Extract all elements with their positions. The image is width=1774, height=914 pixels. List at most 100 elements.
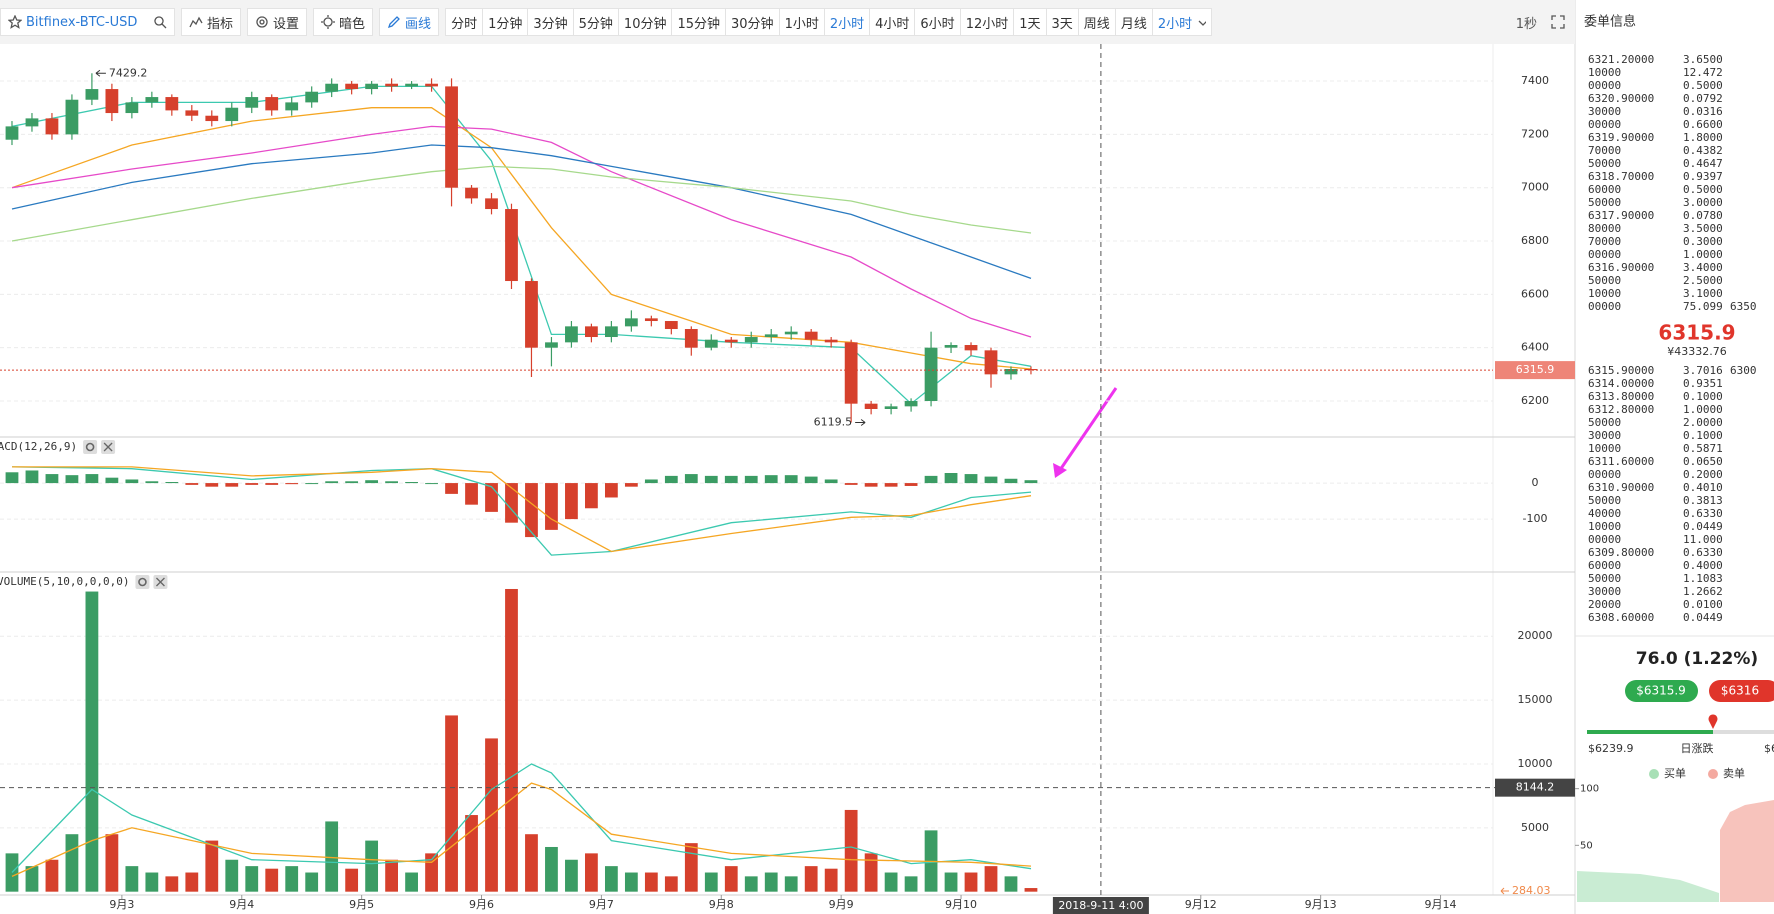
period-button[interactable]: 10分钟 — [618, 8, 673, 36]
volume-bar — [245, 866, 259, 892]
macd-bar — [385, 481, 399, 484]
bids-amount: 0.6330 — [1683, 546, 1723, 559]
high-label: 7429.2 — [109, 66, 147, 79]
macd-bar — [984, 476, 998, 484]
asks-price: 50000 — [1588, 274, 1621, 287]
candle-body — [305, 91, 319, 103]
macd-bar — [604, 483, 618, 498]
x-tick-label: 9月9 — [829, 898, 854, 911]
macd-bar — [624, 483, 638, 487]
icon[interactable] — [1551, 15, 1565, 29]
symbol-button[interactable]: Bitfinex-BTC-USD — [0, 8, 175, 36]
asks-price: 10000 — [1588, 66, 1621, 79]
settings-icon — [85, 442, 95, 452]
indicator-line — [11, 782, 1032, 877]
candle-body — [285, 102, 299, 111]
last-volume-arrow — [1500, 887, 1509, 895]
bids-amount: 0.1000 — [1683, 429, 1723, 442]
asks-price: 6319.90000 — [1588, 131, 1654, 144]
tool-button[interactable]: 指标 — [181, 8, 242, 36]
asks-amount: 0.0316 — [1683, 105, 1723, 118]
settings-button[interactable] — [135, 575, 150, 589]
period-button[interactable]: 30分钟 — [726, 8, 780, 36]
macd-bar — [405, 482, 418, 484]
x-tick-label: 9月12 — [1185, 898, 1217, 911]
bids-price: 60000 — [1588, 559, 1621, 572]
candle-body — [884, 406, 898, 410]
macd-bar — [325, 481, 339, 484]
asks-amount: 1.8000 — [1683, 131, 1723, 144]
bids-price: 40000 — [1588, 507, 1621, 520]
speed-label[interactable]: 1秒 — [1516, 13, 1537, 32]
volume-bar — [864, 853, 878, 892]
candle-body — [5, 126, 19, 140]
period-button[interactable]: 3天 — [1046, 8, 1079, 36]
period-button[interactable]: 1天 — [1014, 8, 1047, 36]
volume-bar — [25, 866, 39, 892]
x-tick-label: 9月8 — [709, 898, 734, 911]
period-button[interactable]: 3分钟 — [528, 8, 574, 36]
volume-bar — [545, 846, 558, 892]
volume-bar — [944, 872, 958, 892]
volume-bar — [205, 840, 219, 892]
candle-body — [824, 339, 838, 343]
candle-body — [65, 99, 79, 135]
tool-button[interactable]: 设置 — [247, 8, 308, 36]
period-select[interactable]: 2小时 — [1152, 8, 1213, 36]
tool-button-text-text: 设置 — [273, 16, 300, 32]
period-button[interactable]: 1分钟 — [483, 8, 529, 36]
bids-amount: 1.2662 — [1683, 585, 1723, 598]
macd-bar — [1004, 478, 1018, 484]
period-button[interactable]: 月线 — [1115, 8, 1153, 36]
period-button-text: 30分钟 — [731, 16, 774, 32]
candle-body — [684, 329, 698, 348]
indicator-line — [11, 165, 1032, 242]
bids-price: 50000 — [1588, 572, 1621, 585]
macd-bar — [1024, 480, 1038, 484]
macd-bar — [45, 474, 59, 484]
depth-bids — [1577, 871, 1719, 902]
candle-body — [704, 339, 718, 348]
tool-button[interactable]: 画线 — [379, 8, 440, 36]
period-button[interactable]: 6小时 — [915, 8, 961, 36]
bid-button[interactable] — [1625, 680, 1698, 702]
settings-button[interactable] — [83, 440, 98, 454]
candle-body — [944, 345, 958, 348]
candle-body — [265, 97, 279, 111]
volume-bar — [565, 859, 578, 892]
asks-amount: 3.1000 — [1683, 287, 1723, 300]
period-button[interactable]: 周线 — [1078, 8, 1116, 36]
volume-bar — [445, 715, 458, 892]
period-button-text: 5分钟 — [578, 16, 613, 32]
period-button[interactable]: 12小时 — [960, 8, 1015, 36]
asks-price: 00000 — [1588, 300, 1621, 313]
symbol-text: Bitfinex-BTC-USD — [26, 15, 137, 30]
period-button[interactable]: 15分钟 — [672, 8, 727, 36]
ask-button[interactable] — [1709, 680, 1774, 702]
candle-body — [145, 97, 159, 103]
tool-button-text: 指标 — [207, 13, 233, 32]
period-button[interactable]: 5分钟 — [573, 8, 619, 36]
volume-bar — [385, 859, 399, 892]
asks-amount: 0.4382 — [1683, 144, 1723, 157]
bids-price: 6309.80000 — [1588, 546, 1654, 559]
asks-amount: 75.099 — [1683, 300, 1723, 313]
asks-price: 70000 — [1588, 144, 1621, 157]
period-button[interactable]: 分时 — [445, 8, 484, 36]
bids-amount: 0.0650 — [1683, 455, 1723, 468]
candle-body — [604, 326, 618, 338]
icon-shape — [189, 16, 203, 28]
volume-bar — [525, 834, 538, 892]
macd-bar — [924, 475, 938, 484]
tool-button[interactable]: 暗色 — [313, 8, 374, 36]
period-button[interactable]: 1小时 — [779, 8, 825, 36]
macd-bar — [145, 481, 159, 484]
volume-bar — [744, 876, 758, 892]
period-button[interactable]: 4小时 — [870, 8, 916, 36]
asks-amount: 0.5000 — [1683, 183, 1723, 196]
macd-bar — [345, 481, 359, 484]
asks-amount: 0.3000 — [1683, 235, 1723, 248]
asks-price: 30000 — [1588, 105, 1621, 118]
period-button[interactable]: 2小时 — [824, 8, 871, 36]
